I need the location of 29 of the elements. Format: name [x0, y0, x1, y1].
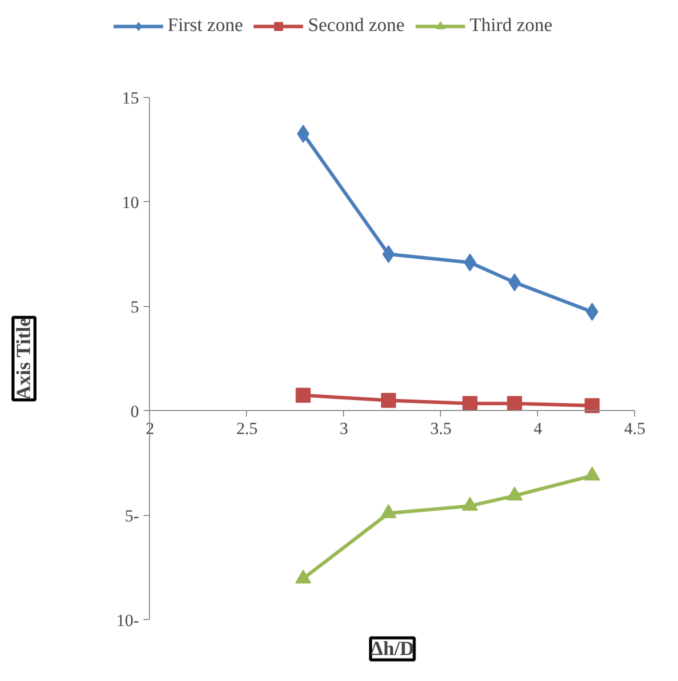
x-tick-label: 4 [534, 418, 543, 438]
y-tick-label: 5- [124, 506, 140, 526]
point [584, 398, 600, 414]
point [462, 396, 478, 412]
y-tick-label: 5 [130, 297, 139, 316]
point [381, 392, 396, 408]
y-axis-title: Axis Title [12, 318, 35, 400]
y-tick-label: 10- [116, 610, 140, 630]
legend-label: First zone [168, 15, 244, 37]
point [506, 486, 523, 501]
x-tick-label: 3 [340, 418, 348, 438]
point [296, 388, 311, 403]
point [462, 496, 478, 511]
point [586, 302, 598, 321]
point [295, 570, 312, 584]
y-tick-label: 15 [122, 88, 139, 108]
legend-label: Third zone [470, 15, 552, 37]
x-tick-label: 4.5 [624, 418, 646, 438]
legend-label: Second zone [308, 15, 405, 37]
point [584, 466, 600, 480]
x-tick-label: 3.5 [430, 418, 452, 438]
point [380, 504, 397, 518]
x-tick-label: 2.5 [236, 418, 258, 438]
y-tick-label: 10 [122, 192, 139, 212]
point [508, 273, 521, 292]
point [464, 254, 476, 272]
y-tick-label: 0 [130, 402, 139, 421]
point [382, 245, 395, 264]
point [507, 396, 522, 412]
